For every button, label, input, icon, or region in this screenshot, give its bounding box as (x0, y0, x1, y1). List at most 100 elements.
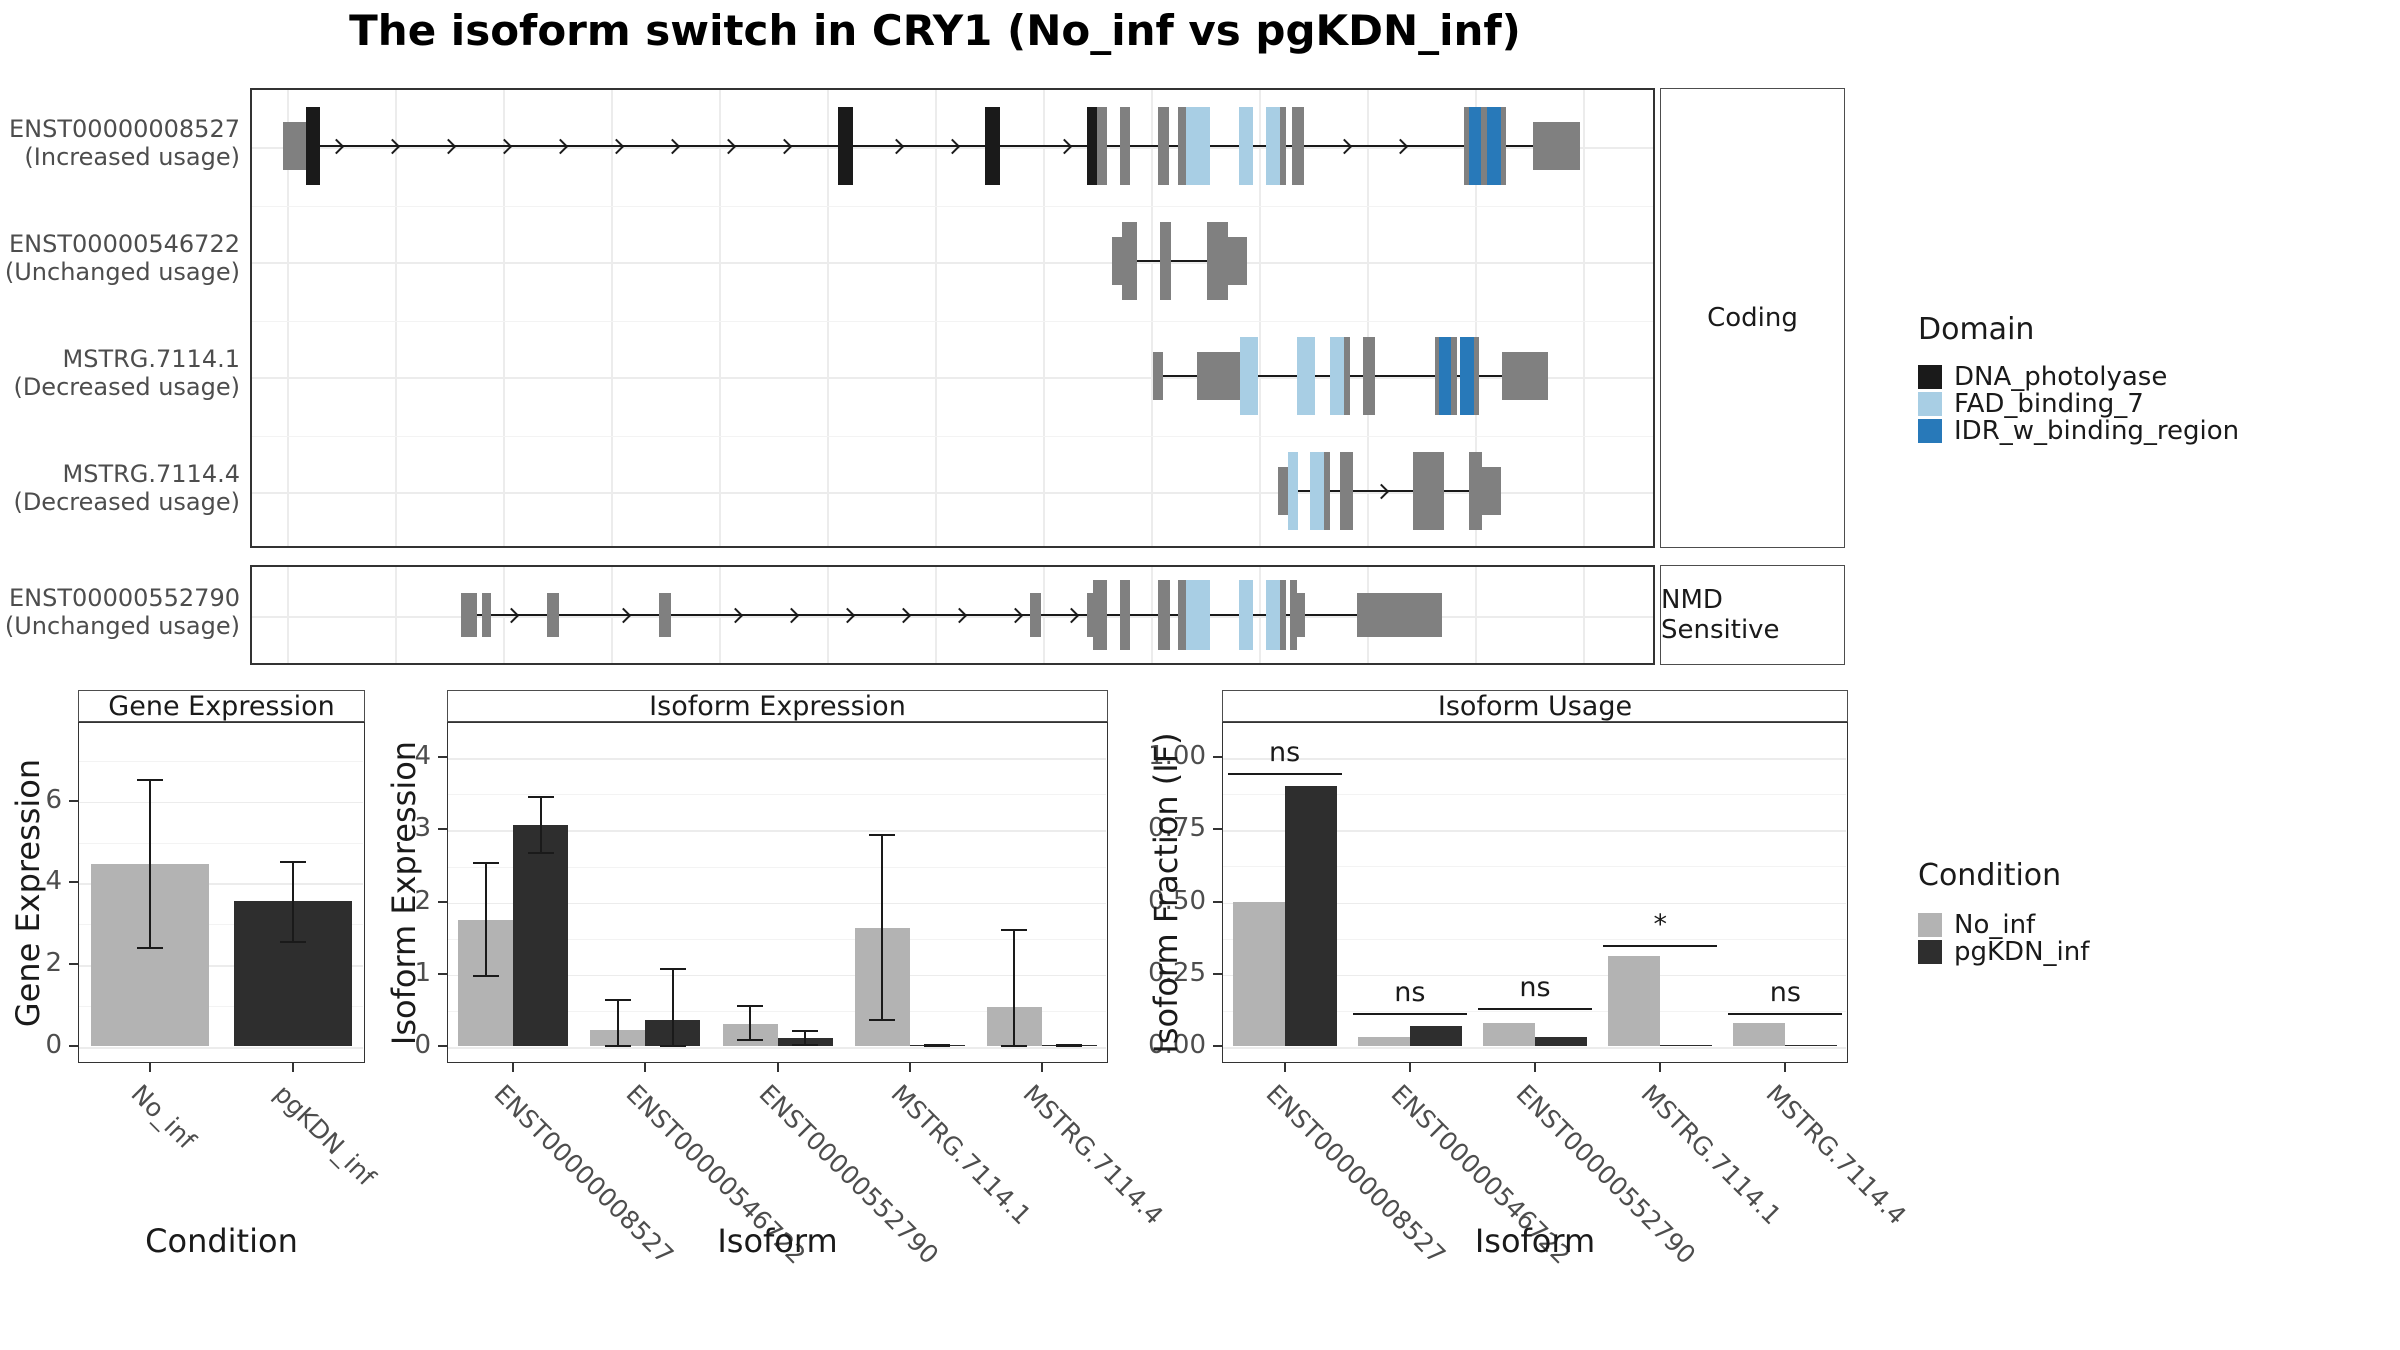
exon-no-domain (1324, 452, 1330, 530)
error-bar-cap (737, 1039, 763, 1042)
exon-no-domain (1207, 222, 1228, 300)
gridline (1367, 90, 1369, 546)
y-tick-mark (1213, 972, 1222, 975)
transcript-id: ENST00000546722 (9, 230, 240, 258)
x-tick-mark (1784, 1063, 1787, 1072)
exon-idr-w-binding-region (1460, 337, 1474, 415)
gridline (79, 760, 363, 762)
y-tick-label: 0.25 (1148, 957, 1206, 988)
exon-fad-binding-7 (1186, 580, 1210, 650)
exon-fad-binding-7 (1330, 337, 1344, 415)
error-bar-cap (792, 1029, 818, 1032)
legend-item-label: pgKDN_inf (1954, 937, 2090, 967)
error-bar (616, 999, 619, 1046)
exon-dna-photolyase (838, 107, 853, 185)
bar-No_inf (1733, 1022, 1786, 1046)
gridline (448, 794, 1106, 796)
bar-pgKDN_inf (1284, 785, 1337, 1046)
legend-domain-item: DNA_photolyase (1918, 362, 2167, 392)
y-axis-title: Isoform Expression (385, 740, 423, 1045)
gridline (448, 902, 1106, 905)
error-bar-cap (527, 795, 554, 798)
error-bar-cap (659, 1045, 686, 1047)
gridline (1223, 1047, 1846, 1049)
x-tick-mark (1040, 1063, 1043, 1072)
exon-idr-w-binding-region (1439, 337, 1451, 415)
error-bar-cap (604, 998, 631, 1001)
exon-no-domain (1482, 467, 1501, 515)
error-bar-cap (869, 834, 896, 837)
exon-no-domain (1340, 452, 1353, 530)
exon-fad-binding-7 (1240, 337, 1258, 415)
x-tick-mark (1283, 1063, 1286, 1072)
exon-no-domain (1502, 352, 1548, 400)
gridline (79, 1006, 363, 1008)
exon-no-domain (482, 593, 491, 637)
gridline (252, 320, 1653, 322)
exon-no-domain (1290, 580, 1297, 650)
significance-label: ns (1269, 736, 1301, 768)
gridline (79, 924, 363, 926)
error-bar-cap (472, 974, 499, 977)
gridline (1475, 567, 1477, 663)
exon-no-domain (1178, 580, 1186, 650)
chart-strip: Isoform Expression (447, 690, 1108, 722)
significance-line (1227, 772, 1342, 775)
y-tick-mark (438, 756, 447, 759)
error-bar (1013, 930, 1016, 1046)
error-bar-cap (136, 779, 163, 782)
facet-strip-coding: Coding (1660, 88, 1845, 548)
bar-pgKDN_inf (1660, 1044, 1713, 1046)
y-tick-label: 0.50 (1148, 885, 1206, 916)
error-bar (749, 1005, 751, 1041)
error-bar-cap (1001, 1045, 1028, 1047)
y-tick-label: 0.00 (1148, 1030, 1206, 1060)
gridline (935, 90, 937, 546)
x-tick-label: MSTRG.7114.4 (1017, 1079, 1169, 1231)
intron-line (1283, 490, 1492, 492)
exon-no-domain (1501, 107, 1506, 185)
transcript-id: MSTRG.7114.1 (62, 345, 240, 373)
bar-pgKDN_inf (1535, 1037, 1587, 1046)
error-bar-cap (280, 940, 307, 943)
x-tick-mark (148, 1063, 151, 1072)
legend-condition-title: Condition (1918, 858, 2062, 893)
error-bar-cap (527, 851, 554, 854)
gridline (448, 1047, 1106, 1049)
y-tick-mark (438, 972, 447, 975)
y-tick-label: 0 (414, 1030, 431, 1060)
y-tick-mark (438, 828, 447, 831)
gridline (1223, 830, 1846, 832)
chart-strip: Isoform Usage (1222, 690, 1848, 722)
legend-swatch-dna_photolyase (1918, 365, 1942, 389)
exon-no-domain (283, 122, 306, 170)
x-tick-mark (776, 1063, 779, 1072)
gridline (252, 435, 1653, 437)
x-tick-mark (512, 1063, 515, 1072)
exon-fad-binding-7 (1239, 580, 1253, 650)
significance-line (1478, 1008, 1592, 1011)
legend-item-label: No_inf (1954, 910, 2036, 940)
intron-line (469, 614, 1400, 616)
x-tick-label: No_inf (125, 1079, 201, 1155)
gridline (395, 567, 397, 663)
y-tick-mark (1213, 828, 1222, 831)
exon-fad-binding-7 (1266, 107, 1280, 185)
exon-no-domain (1363, 337, 1375, 415)
exon-no-domain (1280, 107, 1286, 185)
exon-no-domain (1160, 222, 1171, 300)
legend-item-label: FAD_binding_7 (1954, 389, 2144, 419)
exon-no-domain (1474, 337, 1479, 415)
gridline (252, 147, 1653, 149)
gridline (287, 90, 289, 546)
exon-no-domain (547, 593, 559, 637)
x-tick-label: MSTRG.7114.1 (885, 1079, 1037, 1231)
significance-line (1728, 1012, 1843, 1015)
exon-fad-binding-7 (1186, 107, 1210, 185)
error-bar-cap (1056, 1043, 1083, 1046)
error-bar-cap (924, 1045, 951, 1047)
gridline (1259, 90, 1261, 546)
gridline (448, 758, 1106, 760)
error-bar-cap (1001, 929, 1028, 932)
exon-no-domain (1097, 107, 1107, 185)
